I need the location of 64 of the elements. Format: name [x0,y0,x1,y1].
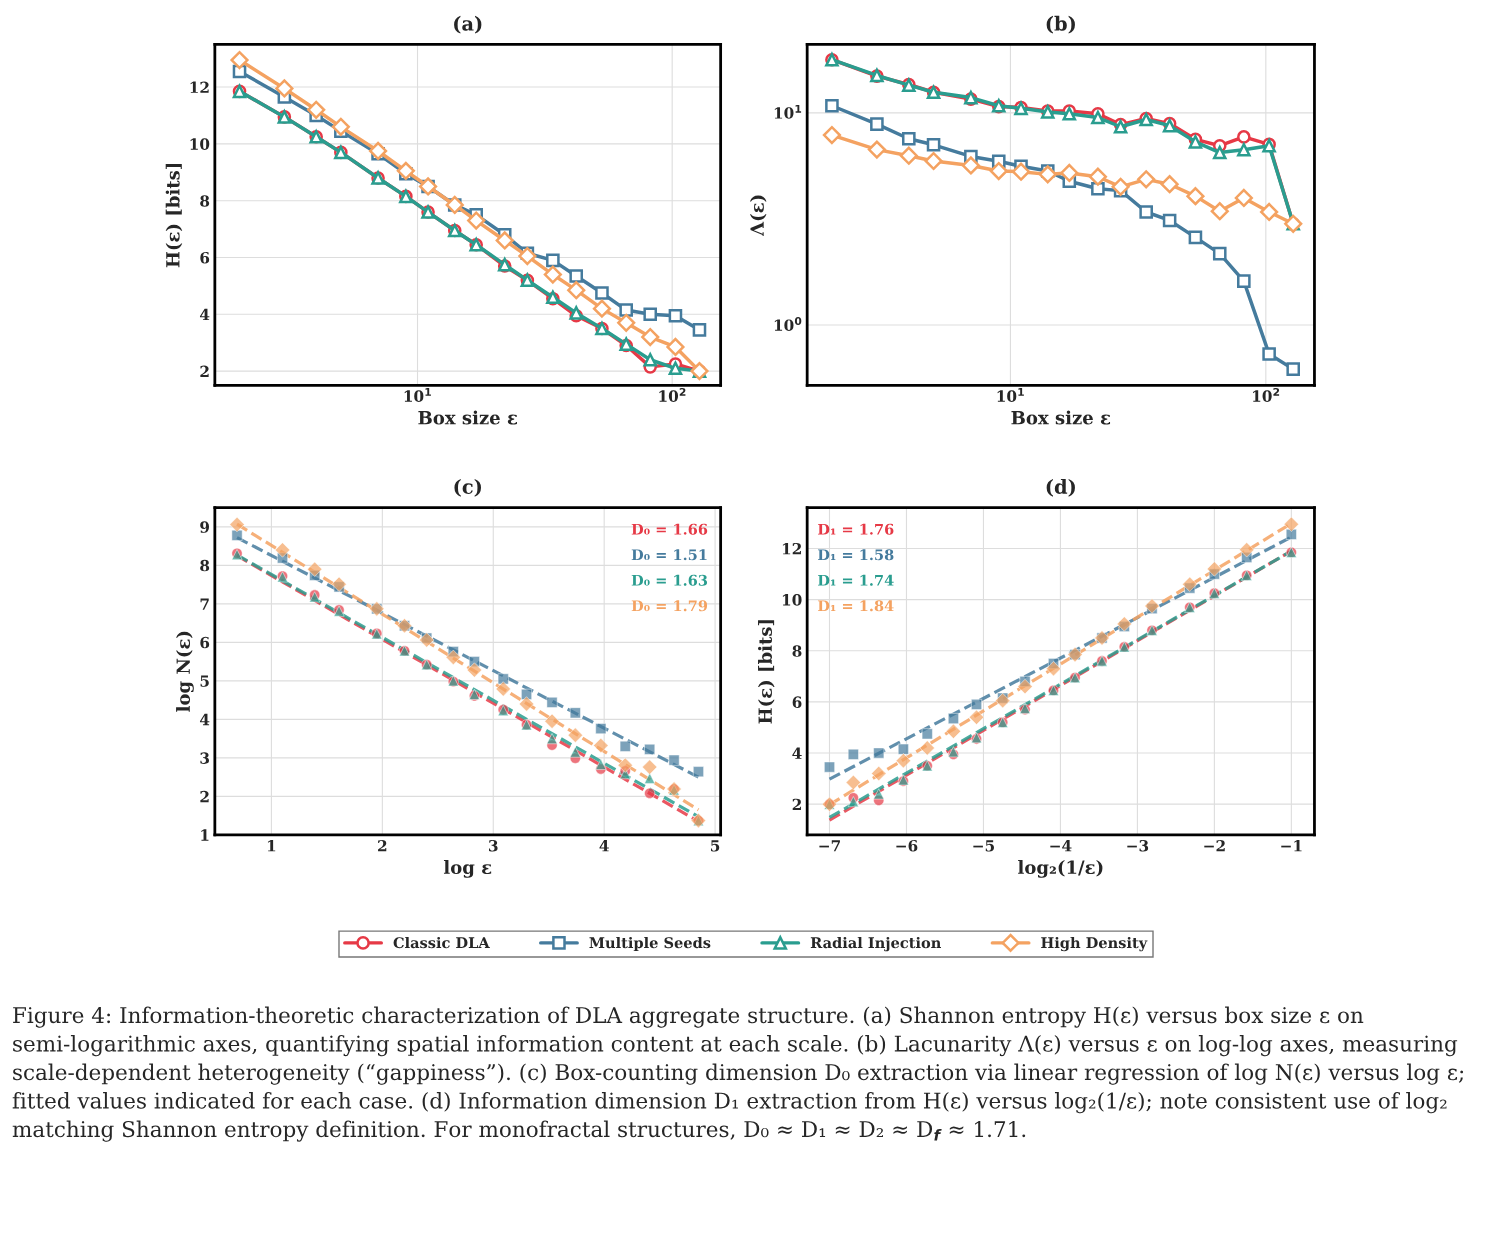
chart-title: (a) [454,15,482,34]
y-tick-label: 10$^{0}$ [774,316,802,331]
y-tick-label: 4 [199,713,210,726]
y-tick-label: 5 [200,675,209,687]
caption: Figure 4: Information-theoretic characterization of DLA aggregate structure. (a) Shannon entropy H(ε) versus box size ε on semi-logarithmic axes, quantifying spatial information content at each scale. (b) Lacunarity Λ(ε) versus ε on log-log axes, measuring scale-dependent heterogeneity (“gappiness”). (c) Box-counting dimension D₀ extraction via linear regression of log N(ε) versus log ε; fitted values indicated for each case. (d) Information dimension D₁ extraction from H(ε) versus log₂(1/ε); note consistent use of log₂ matching Shannon entropy definition. For monofractal structures, D₀ ≈ D₁ ≈ D₂ ≈ D$_{f}$ ≈ 1.71. [12,1006,1464,1142]
annotation: D₁ = 1.76 [818,523,894,535]
x-axis-title: Box size ε [418,410,517,425]
y-tick-label: 4 [199,308,210,321]
x-axis-title: log ε [443,860,492,878]
x-tick-label: −2 [1204,839,1225,852]
x-tick-label: −5 [973,840,995,852]
y-tick-label: 8 [792,645,802,657]
chart-title: (b) [1046,15,1075,34]
y-tick-label: 2 [792,798,801,810]
x-tick-label: 2 [378,839,387,852]
x-axis-title: Box size ε [1011,410,1111,425]
y-tick-label: 4 [792,747,802,759]
y-tick-label: 6 [200,636,210,649]
x-tick-label: −6 [896,839,918,852]
x-tick-label: 5 [711,840,720,852]
y-tick-label: 9 [200,521,210,533]
annotation: D₀ = 1.63 [631,574,708,586]
y-tick-label: 12 [782,542,801,555]
y-tick-label: 10 [190,138,210,150]
x-axis-title: log₂(1/ε) [1018,860,1103,878]
y-tick-label: 7 [200,598,209,610]
y-tick-label: 3 [200,752,210,764]
x-tick-label: 4 [599,839,609,852]
x-tick-label: 10$^{2}$ [1253,387,1280,402]
y-axis-title: H(ε) [bits] [165,163,183,268]
annotation: D₁ = 1.84 [818,600,894,612]
y-axis-title: log N(ε) [176,631,194,712]
chart-title: (c) [454,478,482,497]
x-tick-label: −1 [1281,839,1302,852]
annotation: D₀ = 1.66 [631,523,708,535]
y-tick-label: 8 [200,195,210,207]
legend-label: Classic DLA [393,936,490,949]
y-tick-label: 10 [782,594,802,606]
y-axis-title: Λ(ε) [749,195,767,237]
y-tick-label: 12 [190,81,209,93]
legend-label: Multiple Seeds [589,936,711,952]
x-tick-label: 10$^{1}$ [997,388,1024,402]
x-tick-label: 1 [267,839,276,852]
y-tick-label: 6 [200,251,210,264]
annotation: D₀ = 1.79 [631,600,708,612]
x-tick-label: −3 [1127,839,1149,852]
y-tick-label: 8 [200,559,210,572]
y-tick-label: 6 [792,696,802,708]
annotation: D₀ = 1.51 [631,549,707,561]
y-tick-label: 2 [200,365,209,377]
x-tick-label: −4 [1050,839,1072,852]
y-tick-label: 10$^{1}$ [774,104,802,119]
legend-label: High Density [1041,936,1148,952]
x-tick-label: −7 [819,840,840,852]
annotation: D₁ = 1.58 [818,549,894,561]
x-tick-label: 10$^{2}$ [659,387,686,402]
x-tick-label: 3 [489,839,498,852]
y-tick-label: 1 [201,829,209,841]
y-tick-label: 2 [200,790,209,803]
legend-label: Radial Injection [810,936,941,952]
chart-title: (d) [1046,478,1075,497]
y-axis-title: H(ε) [bits] [758,620,775,724]
x-tick-label: 10$^{1}$ [404,388,431,402]
annotation: D₁ = 1.74 [818,574,894,586]
